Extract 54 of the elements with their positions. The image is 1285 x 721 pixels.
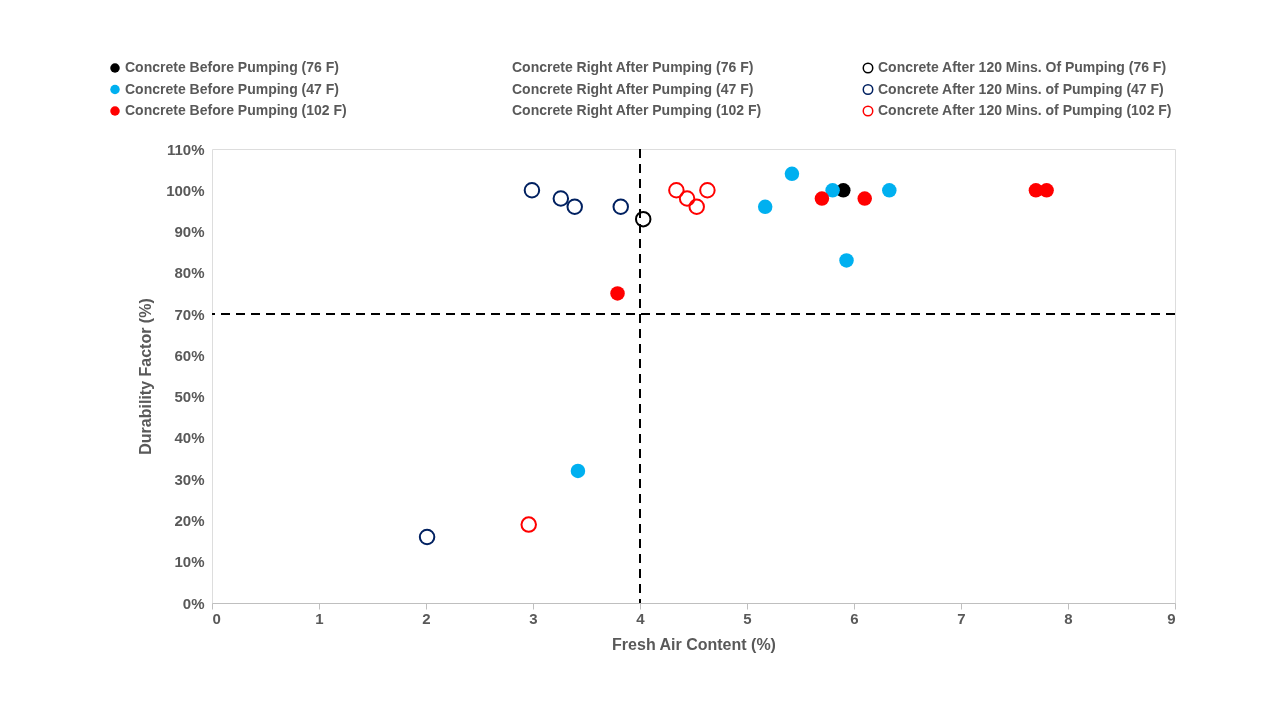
x-tick-label: 0 bbox=[212, 609, 221, 627]
point bbox=[839, 253, 854, 268]
point bbox=[566, 198, 583, 216]
legend-label: Concrete After 120 Mins. of Pumping (102 F) bbox=[878, 102, 1172, 118]
x-tick-label: 7 bbox=[957, 609, 966, 627]
y-tick-label: 0% bbox=[182, 594, 205, 612]
x-tick-label: 1 bbox=[315, 609, 324, 627]
y-tick-label: 40% bbox=[174, 429, 205, 447]
x-tick-label: 8 bbox=[1064, 609, 1073, 627]
x-tick-label: 3 bbox=[529, 609, 538, 627]
text: Concrete Right After Pumping (102 F) bbox=[512, 102, 762, 118]
point bbox=[612, 198, 629, 216]
point bbox=[1039, 183, 1054, 198]
text: Concrete Right After Pumping (76 F) bbox=[512, 59, 754, 75]
y-tick-label: 90% bbox=[174, 223, 205, 241]
text: Concrete Right After Pumping (47 F) bbox=[512, 80, 754, 97]
y-tick-label: 50% bbox=[174, 388, 205, 406]
legend-label: Concrete After 120 Mins. of Pumping (47 F) bbox=[878, 80, 1164, 97]
point bbox=[634, 210, 652, 228]
legend-label: Concrete Before Pumping (47 F) bbox=[125, 80, 339, 97]
point bbox=[784, 166, 800, 181]
y-tick-label: 10% bbox=[174, 553, 205, 571]
point bbox=[688, 198, 705, 216]
point bbox=[668, 182, 685, 199]
x-tick-label: 6 bbox=[850, 609, 859, 627]
y-tick-label: 30% bbox=[174, 470, 205, 488]
point bbox=[857, 191, 872, 206]
y-tick-label: 80% bbox=[174, 264, 205, 282]
x-tick-label: 5 bbox=[743, 609, 752, 627]
point bbox=[757, 199, 773, 215]
point bbox=[814, 191, 830, 206]
point bbox=[882, 183, 897, 198]
y-axis-title: Durability Factor (%) bbox=[137, 298, 155, 455]
point bbox=[520, 516, 537, 533]
x-tick-label: 2 bbox=[422, 609, 431, 627]
x-tick-label: 4 bbox=[636, 609, 646, 627]
point bbox=[418, 528, 436, 546]
point bbox=[678, 190, 696, 207]
point bbox=[699, 182, 716, 199]
y-tick-label: 20% bbox=[174, 511, 205, 529]
y-tick-label: 100% bbox=[166, 181, 205, 199]
legend-label: Concrete Before Pumping (102 F) bbox=[125, 102, 347, 118]
legend-label: Concrete After 120 Mins. Of Pumping (76 F) bbox=[878, 59, 1167, 75]
point bbox=[523, 182, 541, 199]
point bbox=[570, 463, 586, 479]
y-tick-label: 110% bbox=[166, 140, 205, 158]
y-tick-label: 70% bbox=[174, 305, 205, 323]
x-tick-label: 9 bbox=[1167, 609, 1176, 627]
point bbox=[552, 190, 570, 207]
point bbox=[825, 183, 840, 198]
point bbox=[610, 286, 625, 301]
x-axis-title: Fresh Air Content (%) bbox=[612, 635, 776, 653]
legend-label: Concrete Before Pumping (76 F) bbox=[125, 59, 339, 75]
y-tick-label: 60% bbox=[174, 346, 205, 364]
